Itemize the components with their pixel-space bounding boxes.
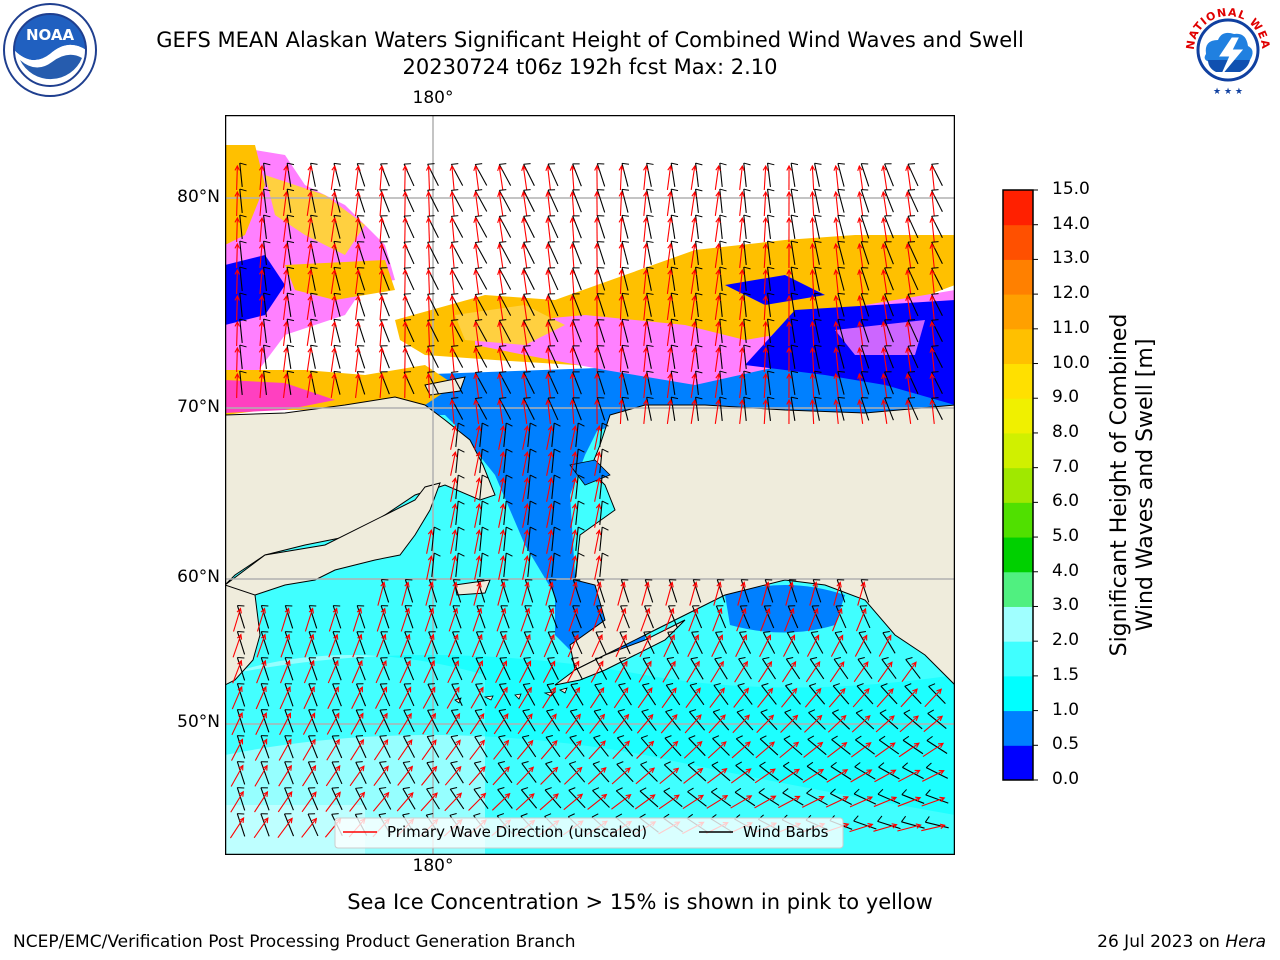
lat-label-70: 70°N bbox=[177, 397, 220, 417]
colorbar-segment bbox=[1003, 224, 1033, 260]
colorbar-segment bbox=[1003, 467, 1033, 503]
colorbar-segment bbox=[1003, 398, 1033, 434]
colorbar-segment bbox=[1003, 537, 1033, 573]
colorbar-tick-label: 12.0 bbox=[1052, 283, 1090, 304]
colorbar-segment bbox=[1003, 675, 1033, 712]
colorbar-label-wrap: Significant Height of Combined Wind Wave… bbox=[1090, 185, 1170, 785]
colorbar-tick-label: 6.0 bbox=[1052, 491, 1080, 512]
colorbar-tick-label: 13.0 bbox=[1052, 248, 1090, 269]
colorbar-segment bbox=[1003, 190, 1033, 226]
run-date-text: 26 Jul 2023 on bbox=[1097, 932, 1220, 952]
credit-text: NCEP/EMC/Verification Post Processing Pr… bbox=[13, 932, 576, 952]
colorbar-segment bbox=[1003, 328, 1033, 365]
noaa-logo-text: NOAA bbox=[26, 26, 75, 44]
colorbar-segment bbox=[1003, 641, 1033, 677]
colorbar-segment bbox=[1003, 432, 1033, 469]
colorbar-segment bbox=[1003, 502, 1033, 538]
colorbar-tick-label: 7.0 bbox=[1052, 456, 1080, 477]
colorbar-tick-label: 8.0 bbox=[1052, 421, 1080, 442]
lon-label-bottom: 180° bbox=[412, 856, 454, 876]
colorbar-segment bbox=[1003, 259, 1033, 295]
colorbar-tick-label: 10.0 bbox=[1052, 352, 1090, 373]
sea-ice-note: Sea Ice Concentration > 15% is shown in … bbox=[347, 890, 933, 914]
colorbar-segment bbox=[1003, 294, 1033, 330]
colorbar-tick-label: 11.0 bbox=[1052, 317, 1090, 338]
colorbar-tick-label: 5.0 bbox=[1052, 526, 1080, 547]
gulf-of-alaska-water bbox=[725, 585, 845, 633]
colorbar-tick-label: 3.0 bbox=[1052, 595, 1080, 616]
colorbar-tick-label: 4.0 bbox=[1052, 560, 1080, 581]
colorbar-label-line2: Wind Waves and Swell [m] bbox=[1133, 339, 1158, 632]
colorbar-tick-label: 0.5 bbox=[1052, 734, 1080, 755]
graticule bbox=[225, 115, 955, 855]
colorbar-segment bbox=[1003, 571, 1033, 607]
lat-label-60: 60°N bbox=[177, 567, 220, 587]
colorbar-segment bbox=[1003, 710, 1033, 746]
colorbar-tick-label: 14.0 bbox=[1052, 213, 1090, 234]
colorbar-tick-label: 0.0 bbox=[1052, 769, 1080, 789]
host-name: Hera bbox=[1225, 932, 1266, 952]
lat-label-50: 50°N bbox=[177, 712, 220, 732]
lat-label-80: 80°N bbox=[177, 187, 220, 207]
colorbar-segment bbox=[1003, 363, 1033, 399]
wave-vectors bbox=[229, 162, 949, 839]
chukchi-water bbox=[435, 365, 645, 635]
colorbar-tick-label: 1.0 bbox=[1052, 699, 1080, 720]
colorbar-segment bbox=[1003, 606, 1033, 642]
colorbar-tick-label: 2.0 bbox=[1052, 630, 1080, 651]
chart-subtitle: 20230724 t06z 192h fcst Max: 2.10 bbox=[402, 55, 778, 79]
legend-barb-label: Wind Barbs bbox=[743, 823, 829, 841]
colorbar bbox=[1002, 189, 1038, 781]
colorbar-tick-label: 9.0 bbox=[1052, 387, 1080, 408]
noaa-logo: NOAA bbox=[3, 3, 97, 97]
nws-logo: NATIONAL WEATHER SERVICE ★ ★ ★ bbox=[1180, 2, 1274, 97]
chart-title: GEFS MEAN Alaskan Waters Significant Hei… bbox=[156, 28, 1024, 52]
svg-text:★ ★ ★: ★ ★ ★ bbox=[1213, 87, 1243, 97]
run-date: 26 Jul 2023 on Hera bbox=[1097, 932, 1266, 952]
land bbox=[225, 376, 955, 704]
lon-label-top: 180° bbox=[412, 88, 454, 108]
colorbar-segment bbox=[1003, 745, 1033, 781]
legend-wave-label: Primary Wave Direction (unscaled) bbox=[387, 823, 647, 841]
colorbar-tick-label: 15.0 bbox=[1052, 179, 1090, 199]
map-frame bbox=[225, 115, 955, 855]
colorbar-tick-label: 1.5 bbox=[1052, 664, 1080, 685]
map-panel: Primary Wave Direction (unscaled) Wind B… bbox=[225, 115, 955, 855]
colorbar-label-line1: Significant Height of Combined bbox=[1107, 314, 1132, 657]
map-legend: Primary Wave Direction (unscaled) Wind B… bbox=[334, 817, 844, 849]
